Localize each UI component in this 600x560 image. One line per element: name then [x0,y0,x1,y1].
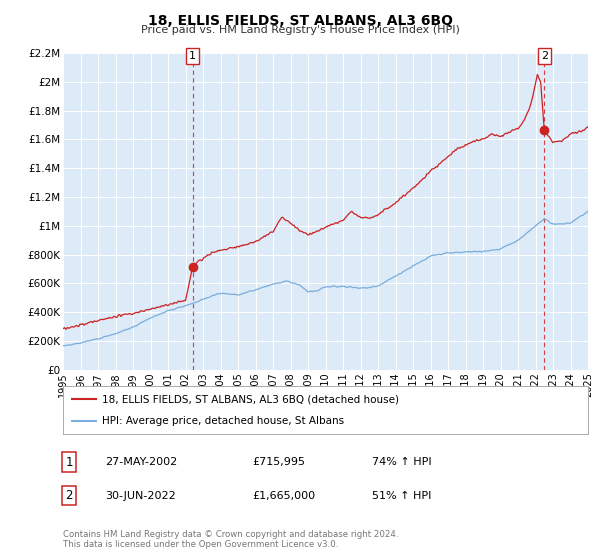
Text: HPI: Average price, detached house, St Albans: HPI: Average price, detached house, St A… [103,416,344,426]
Text: This data is licensed under the Open Government Licence v3.0.: This data is licensed under the Open Gov… [63,540,338,549]
Text: 18, ELLIS FIELDS, ST ALBANS, AL3 6BQ: 18, ELLIS FIELDS, ST ALBANS, AL3 6BQ [148,14,452,28]
Text: 27-MAY-2002: 27-MAY-2002 [105,457,177,467]
Text: £1,665,000: £1,665,000 [252,491,315,501]
Text: Contains HM Land Registry data © Crown copyright and database right 2024.: Contains HM Land Registry data © Crown c… [63,530,398,539]
Text: 74% ↑ HPI: 74% ↑ HPI [372,457,431,467]
Text: 1: 1 [189,51,196,61]
Text: £715,995: £715,995 [252,457,305,467]
Text: 51% ↑ HPI: 51% ↑ HPI [372,491,431,501]
Text: Price paid vs. HM Land Registry's House Price Index (HPI): Price paid vs. HM Land Registry's House … [140,25,460,35]
Text: 2: 2 [65,489,73,502]
Text: 30-JUN-2022: 30-JUN-2022 [105,491,176,501]
Text: 2: 2 [541,51,548,61]
Text: 1: 1 [65,455,73,469]
Text: 18, ELLIS FIELDS, ST ALBANS, AL3 6BQ (detached house): 18, ELLIS FIELDS, ST ALBANS, AL3 6BQ (de… [103,394,400,404]
